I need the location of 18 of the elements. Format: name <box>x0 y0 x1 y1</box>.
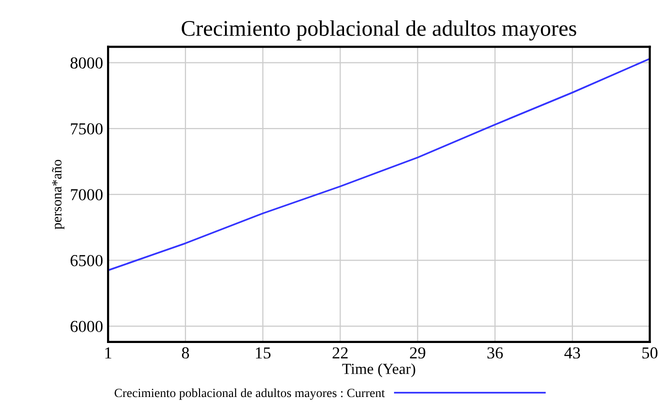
x-tick-label: 1 <box>105 347 112 358</box>
y-tick-label: 7500 <box>70 123 103 134</box>
chart-title: Crecimiento poblacional de adultos mayores <box>182 20 576 41</box>
line-series <box>108 58 650 272</box>
x-tick-label: 50 <box>642 347 658 359</box>
y-tick-label: 6000 <box>70 320 103 332</box>
x-tick-label: 43 <box>564 347 580 359</box>
text: Crecimiento poblacional de adultos mayores : Current <box>114 388 385 400</box>
x-tick-label: 8 <box>182 347 189 359</box>
x-tick-label: 15 <box>256 347 271 359</box>
x-axis-title: Time (Year) <box>342 363 416 378</box>
x-tick-label: 29 <box>410 347 426 359</box>
y-tick-label: 6500 <box>70 254 103 266</box>
x-tick-label: 22 <box>332 347 348 358</box>
y-tick-label: 7000 <box>70 189 103 200</box>
y-axis-title: persona*año <box>52 160 64 230</box>
y-tick-label: 8000 <box>70 57 103 69</box>
x-tick-label: 36 <box>487 347 503 359</box>
